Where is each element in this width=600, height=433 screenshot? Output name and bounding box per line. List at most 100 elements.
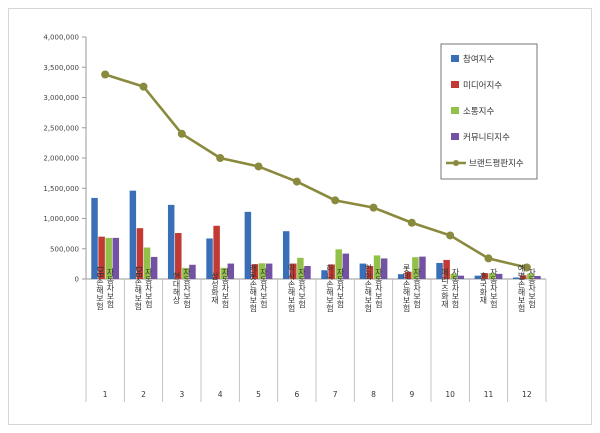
bar <box>534 275 541 279</box>
category-name: 악사손해보험 <box>287 263 296 312</box>
bar <box>328 264 335 279</box>
category-name: 캐롯손해보험 <box>249 264 258 312</box>
category-number: 8 <box>371 390 376 399</box>
category-name: 메리츠화재 <box>440 268 449 309</box>
bar <box>150 256 158 279</box>
y-tick-label: 3,000,000 <box>43 94 79 102</box>
bar <box>282 231 290 279</box>
legend-label: 소통지수 <box>463 107 494 117</box>
bar <box>474 275 482 279</box>
y-tick-label: 3,500,000 <box>43 64 79 72</box>
legend-label: 커뮤니티지수 <box>463 132 510 143</box>
line-point <box>101 70 110 79</box>
category-name: 자동차보험 <box>336 268 345 308</box>
category-name: 현대해상 <box>172 272 181 304</box>
line-path <box>104 73 528 269</box>
category-number: 9 <box>409 390 414 399</box>
bar <box>342 253 350 279</box>
bar <box>527 273 534 279</box>
legend-swatch <box>451 55 459 62</box>
bar <box>359 263 367 279</box>
bar <box>304 265 311 279</box>
bar <box>366 265 374 279</box>
bar <box>335 249 342 279</box>
bar <box>98 236 105 279</box>
bar <box>105 237 112 279</box>
line-point <box>407 218 416 227</box>
bar <box>91 197 98 279</box>
category-number: 12 <box>522 390 532 399</box>
category-number: 3 <box>179 390 184 399</box>
bar <box>412 257 419 279</box>
line-point <box>216 154 225 162</box>
category-name: 한화손해보험 <box>363 264 372 312</box>
bar <box>175 233 182 279</box>
legend-label: 참여지수 <box>463 54 494 65</box>
category-name: 하나손해보험 <box>325 263 334 312</box>
bar <box>258 263 266 279</box>
bar <box>436 262 443 279</box>
bar <box>220 267 227 279</box>
bar <box>290 263 297 279</box>
bar <box>512 277 520 279</box>
y-tick-label: 4,000,000 <box>43 34 79 42</box>
bar <box>297 257 304 279</box>
category-name: 자동차보험 <box>259 268 268 308</box>
bar <box>136 228 144 279</box>
category-name: 자동차보험 <box>106 268 115 308</box>
legend-swatch <box>451 81 459 88</box>
bar <box>397 274 405 279</box>
line-point <box>331 196 340 205</box>
bar <box>182 267 189 279</box>
bar <box>450 273 457 279</box>
legend-swatch <box>451 133 459 140</box>
line-point <box>446 231 455 240</box>
category-number: 10 <box>445 390 455 399</box>
line-point <box>292 177 301 186</box>
legend-label: 브랜드평판지수 <box>469 158 524 169</box>
category-name: 자동차보험 <box>489 268 498 308</box>
bar <box>481 273 489 279</box>
line-point <box>254 162 263 171</box>
line-point <box>177 129 186 138</box>
category-name: 예별손해보험 <box>517 263 526 312</box>
category-number: 2 <box>141 390 146 399</box>
bar-series <box>91 190 541 279</box>
y-tick-label: 1,500,000 <box>43 185 79 193</box>
category-name: 롯데손해보험 <box>402 264 411 312</box>
bar <box>189 264 196 279</box>
line-series <box>101 70 531 272</box>
bar <box>206 238 213 279</box>
bar <box>265 263 273 279</box>
bar <box>321 270 328 279</box>
bar <box>129 190 137 279</box>
category-name: 자동차보험 <box>451 268 460 308</box>
bar <box>251 264 259 279</box>
y-tick-label: 2,000,000 <box>43 155 79 163</box>
bar <box>443 259 450 279</box>
bar <box>213 225 220 279</box>
bar <box>373 255 381 279</box>
category-name: 자동차보험 <box>182 268 191 308</box>
category-name: 자동차보험 <box>144 268 153 308</box>
category-name: 흥국화재 <box>478 271 487 305</box>
category-number: 6 <box>294 390 299 399</box>
category-number: 11 <box>484 390 494 399</box>
bar <box>380 258 388 279</box>
bar <box>143 247 151 279</box>
category-number: 1 <box>103 390 108 399</box>
bar <box>457 275 465 279</box>
category-name: 삼성화재 <box>210 271 219 305</box>
axes: 0 500,000 1,000,000 1,500,000 2,000,000 2,500… <box>43 34 547 402</box>
y-tick-label: 0 <box>75 276 79 284</box>
y-tick-label: 1,000,000 <box>43 215 79 223</box>
line-point <box>522 263 531 272</box>
category-name: DB손해보험 <box>95 266 104 310</box>
bar <box>488 273 496 279</box>
bar <box>520 275 527 279</box>
y-tick-label: 500,000 <box>50 245 79 253</box>
bar <box>419 256 426 279</box>
y-tick-label: 2,500,000 <box>43 124 79 132</box>
